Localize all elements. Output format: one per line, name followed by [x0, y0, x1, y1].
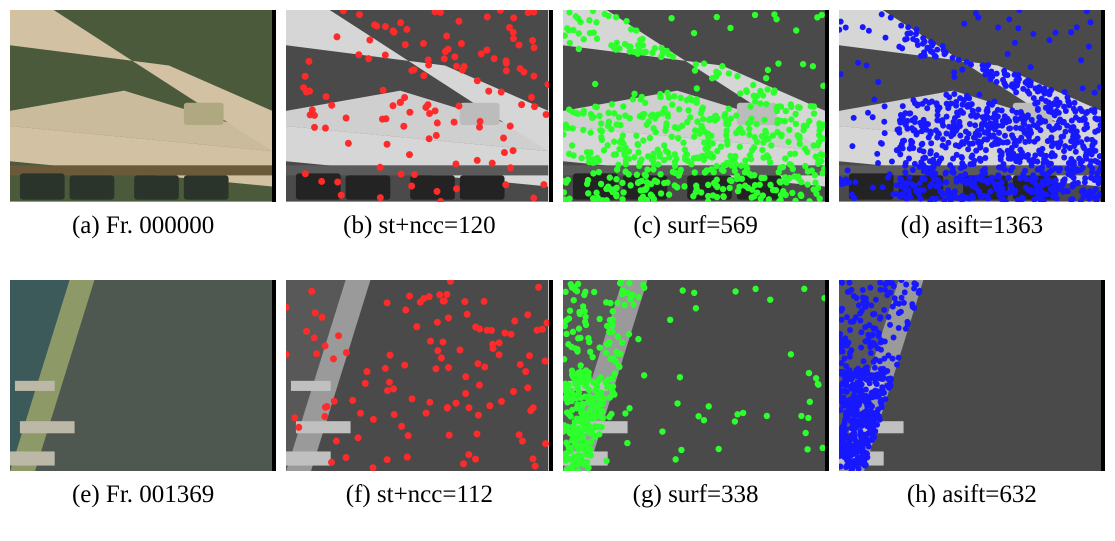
- dots-h: [839, 280, 1101, 472]
- figure-grid: (a) Fr. 000000 (b) st+ncc=120: [10, 10, 1105, 509]
- panel-f-image: [286, 280, 552, 472]
- panel-d: (d) asift=1363: [839, 10, 1105, 240]
- panel-h: (h) asift=632: [839, 280, 1105, 510]
- panel-a-image: [10, 10, 276, 202]
- panel-a: (a) Fr. 000000: [10, 10, 276, 240]
- panel-h-image: [839, 280, 1105, 472]
- panel-e-image: [10, 280, 276, 472]
- dots-g: [563, 280, 825, 472]
- panel-d-image: [839, 10, 1105, 202]
- scene-top-color: [10, 10, 272, 202]
- dots-b: [286, 10, 548, 202]
- panel-g-image: [563, 280, 829, 472]
- dots-d: [839, 10, 1101, 202]
- panel-e: (e) Fr. 001369: [10, 280, 276, 510]
- panel-d-caption: (d) asift=1363: [901, 212, 1044, 240]
- dots-c: [563, 10, 825, 202]
- panel-g-caption: (g) surf=338: [633, 481, 759, 509]
- panel-f: (f) st+ncc=112: [286, 280, 552, 510]
- panel-b: (b) st+ncc=120: [286, 10, 552, 240]
- panel-c: (c) surf=569: [563, 10, 829, 240]
- panel-a-caption: (a) Fr. 000000: [72, 212, 214, 240]
- panel-b-caption: (b) st+ncc=120: [343, 212, 495, 240]
- panel-c-caption: (c) surf=569: [633, 212, 757, 240]
- panel-c-image: [563, 10, 829, 202]
- scene-bot-color: [10, 280, 272, 472]
- panel-b-image: [286, 10, 552, 202]
- dots-f: [286, 280, 548, 472]
- panel-h-caption: (h) asift=632: [907, 481, 1037, 509]
- panel-e-caption: (e) Fr. 001369: [72, 481, 214, 509]
- row-gap: [10, 248, 1105, 272]
- panel-g: (g) surf=338: [563, 280, 829, 510]
- panel-f-caption: (f) st+ncc=112: [346, 481, 493, 509]
